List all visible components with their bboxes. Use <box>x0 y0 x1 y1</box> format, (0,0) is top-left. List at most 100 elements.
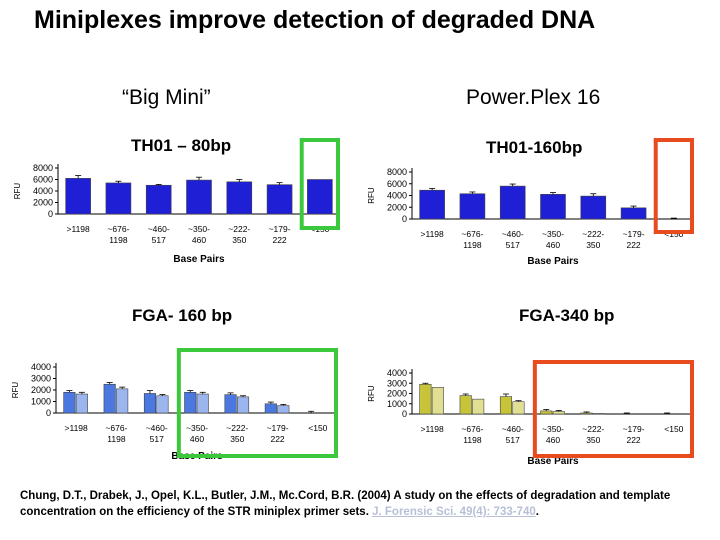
chart-2-bar-s1-1 <box>419 189 445 220</box>
chart-4-highlight-box <box>532 360 694 458</box>
chart-1-y-tick-label-3: 6000 <box>33 175 53 185</box>
chart-4-x-axis-label: Base Pairs <box>527 456 579 467</box>
chart-1-bar-s1-5 <box>226 181 253 215</box>
chart-3-y-tick-label-0: 0 <box>46 408 51 418</box>
chart-1-y-tick-label-2: 4000 <box>33 186 53 196</box>
chart-1-bar-s1-1 <box>65 178 91 215</box>
chart-2-y-tick-label-4: 8000 <box>387 167 407 177</box>
chart-3-y-tick-label-2: 2000 <box>31 385 51 395</box>
chart-3-bar-s1-6 <box>264 403 277 414</box>
chart-3-x-tick-label-1: >1198 <box>65 423 89 433</box>
chart-4-y-tick-label-2: 2000 <box>387 389 407 399</box>
chart-3-bar-s2-1 <box>75 393 88 414</box>
citation-end: . <box>535 506 539 518</box>
chart-2-x-tick-label-5: ~222-350 <box>582 229 604 250</box>
chart-1-title: TH01 – 80bp <box>131 136 232 155</box>
chart-1-bar-s1-7 <box>307 179 333 215</box>
chart-2-y-tick-label-3: 6000 <box>387 179 407 189</box>
chart-1-x-tick-label-2: ~676-1198 <box>107 224 129 245</box>
citation-journal-link[interactable]: J. Forensic Sci. 49(4): 733-740 <box>372 506 536 518</box>
chart-2-x-axis-label: Base Pairs <box>527 256 579 267</box>
chart-4-bar-s1-2 <box>459 395 472 415</box>
chart-3-bar-s1-4 <box>184 391 197 414</box>
chart-2-x-tick-label-3: ~460-517 <box>502 229 524 250</box>
chart-4-x-tick-label-5: ~222-350 <box>582 424 604 445</box>
chart-1-x-tick-label-3: ~460-517 <box>148 224 170 245</box>
chart-2-title: TH01-160bp <box>486 138 583 157</box>
chart-3-y-tick-label-3: 3000 <box>31 374 51 384</box>
chart-4-x-tick-label-4: ~350-460 <box>542 424 564 445</box>
chart-3-x-tick-label-4: ~350-460 <box>186 423 208 444</box>
chart-4-x-tick-label-7: <150 <box>664 424 683 434</box>
chart-4-x-tick-label-6: ~179-222 <box>623 424 645 445</box>
chart-2-highlight-box <box>653 138 695 234</box>
chart-3-bar-s2-4 <box>196 393 209 414</box>
chart-1-x-tick-label-1: >1198 <box>67 224 91 234</box>
chart-1-y-axis-label: RFU <box>13 183 22 200</box>
chart-4-x-tick-label-1: >1198 <box>421 424 445 434</box>
chart-3-x-tick-label-6: ~179-222 <box>267 423 289 444</box>
chart-4-title: FGA-340 bp <box>519 306 615 325</box>
slide-title: Miniplexes improve detection of degraded… <box>34 6 596 34</box>
chart-3-bar-s2-6 <box>277 405 290 414</box>
chart-1-x-tick-label-4: ~350-460 <box>188 224 210 245</box>
right-column-heading: Power.Plex 16 <box>466 86 601 109</box>
chart-2-y-tick-label-1: 2000 <box>387 202 407 212</box>
chart-2-x-tick-label-4: ~350-460 <box>542 229 564 250</box>
chart-3-bar-s2-3 <box>156 395 169 414</box>
chart-1-y-tick-label-1: 2000 <box>33 198 53 208</box>
chart-4-bar-s2-4 <box>552 411 565 415</box>
chart-2-bar-s1-6 <box>620 207 647 220</box>
chart-2-bar-s1-4 <box>540 194 566 220</box>
chart-2-x-tick-label-1: >1198 <box>421 229 445 239</box>
chart-1-y-tick-label-4: 8000 <box>33 163 53 173</box>
chart-4-y-tick-label-3: 3000 <box>387 378 407 388</box>
chart-2-y-tick-label-2: 4000 <box>387 191 407 201</box>
chart-4-y-tick-label-4: 4000 <box>387 368 407 378</box>
chart-2-y-axis-label: RFU <box>367 187 376 204</box>
chart-4-bar-s1-3 <box>499 396 513 415</box>
chart-1-x-tick-label-5: ~222-350 <box>228 224 250 245</box>
chart-3-bar-s2-5 <box>236 396 250 414</box>
chart-1-bar-s1-2 <box>105 182 132 215</box>
left-column-heading: “Big Mini” <box>122 86 211 109</box>
chart-3-x-tick-label-2: ~676-1198 <box>105 423 127 444</box>
chart-3-y-tick-label-1: 1000 <box>31 397 51 407</box>
chart-1-y-tick-label-0: 0 <box>48 209 53 219</box>
chart-4-x-tick-label-2: ~676-1198 <box>461 424 483 445</box>
chart-4-bar-s2-2 <box>472 398 485 415</box>
chart-2-bar-s1-2 <box>459 193 486 220</box>
chart-3-bar-s1-5 <box>224 394 237 414</box>
chart-1-x-axis-label: Base Pairs <box>173 254 225 265</box>
chart-2-x-tick-label-2: ~676-1198 <box>461 229 483 250</box>
chart-4-bar-s2-1 <box>431 387 444 415</box>
citation: Chung, D.T., Drabek, J., Opel, K.L., But… <box>20 488 710 520</box>
chart-1-highlight-box <box>299 138 341 230</box>
chart-3-bar-s1-1 <box>63 391 76 414</box>
chart-3-highlight-box <box>176 348 338 458</box>
chart-2-y-tick-label-0: 0 <box>402 214 407 224</box>
chart-1-x-tick-label-6: ~179-222 <box>269 224 291 245</box>
chart-4-x-tick-label-3: ~460-517 <box>502 424 524 445</box>
chart-2-x-tick-label-6: ~179-222 <box>623 229 645 250</box>
chart-4-bar-s2-3 <box>512 401 525 415</box>
chart-2-bar-s1-3 <box>499 185 526 220</box>
chart-3-x-tick-label-3: ~460-517 <box>146 423 168 444</box>
citation-text: Chung, D.T., Drabek, J., Opel, K.L., But… <box>20 490 671 518</box>
chart-1-bar-s1-3 <box>145 184 172 215</box>
chart-2-bar-s1-5 <box>580 195 607 220</box>
chart-1-bar-s1-4 <box>186 179 212 215</box>
chart-4-bar-s1-4 <box>540 410 553 415</box>
chart-3-bar-s1-2 <box>103 383 116 414</box>
chart-3-title: FGA- 160 bp <box>132 306 233 325</box>
chart-4-bar-s1-1 <box>419 383 432 415</box>
chart-4-y-tick-label-1: 1000 <box>387 399 407 409</box>
chart-1-bar-s1-6 <box>266 184 293 215</box>
chart-3-x-tick-label-5: ~222-350 <box>226 423 248 444</box>
chart-3-y-axis-label: RFU <box>11 382 20 399</box>
chart-4-y-axis-label: RFU <box>367 385 376 402</box>
chart-4-y-tick-label-0: 0 <box>402 409 407 419</box>
chart-3-bar-s2-2 <box>116 388 129 414</box>
chart-3-x-tick-label-7: <150 <box>308 423 327 433</box>
